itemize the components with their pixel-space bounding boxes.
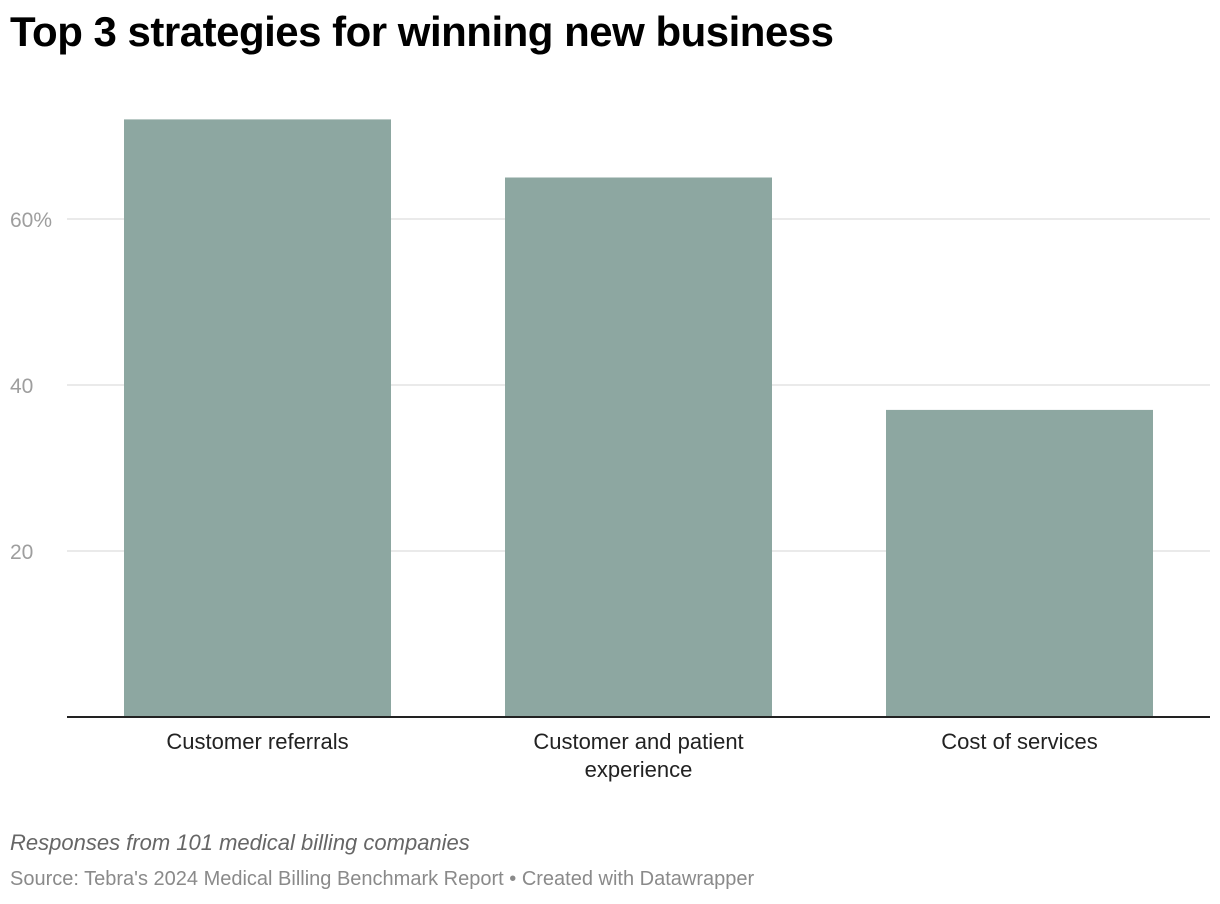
bar-1 xyxy=(124,119,391,717)
bar-chart: 20 40 60% Customer referrals Customer and p… xyxy=(10,119,1210,782)
y-tick-label: 40 xyxy=(10,375,33,398)
x-category-label: Customer and patient xyxy=(533,729,743,754)
x-category-label: Customer referrals xyxy=(166,729,348,754)
y-tick-label: 60% xyxy=(10,209,52,232)
chart-source: Source: Tebra's 2024 Medical Billing Ben… xyxy=(10,868,755,890)
x-category-label: Cost of services xyxy=(941,729,1098,754)
x-category-label: experience xyxy=(585,757,693,782)
bars xyxy=(124,119,1153,717)
chart-title: Top 3 strategies for winning new busines… xyxy=(10,8,834,55)
bar-2 xyxy=(505,177,772,717)
bar-3 xyxy=(886,409,1153,717)
category-labels: Customer referrals Customer and patient ex… xyxy=(166,729,1097,782)
chart-notes: Responses from 101 medical billing compa… xyxy=(10,830,470,855)
y-tick-label: 20 xyxy=(10,541,33,564)
